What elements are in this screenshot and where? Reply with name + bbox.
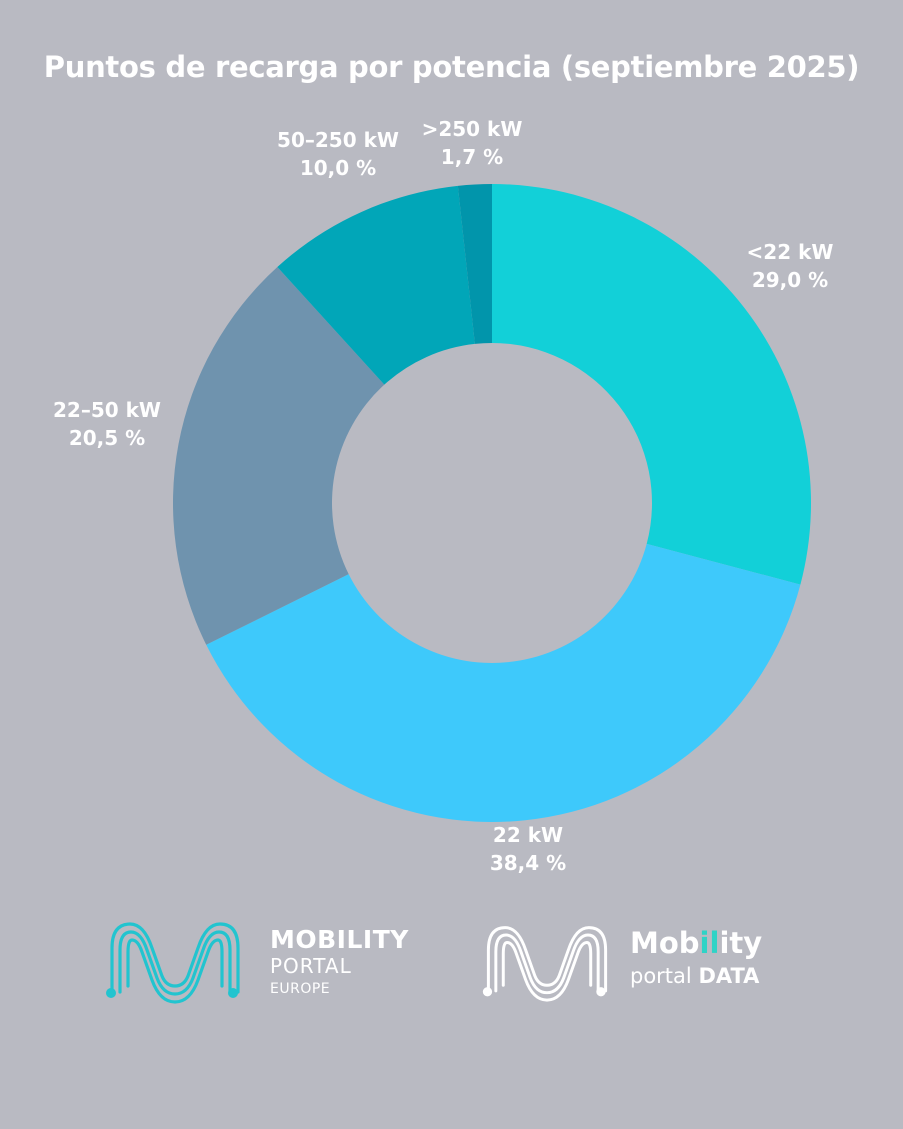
mobility-portal-data-logo-icon [482, 926, 608, 1002]
slice-category-label: 22 kW [493, 823, 563, 847]
slice-value-label: 1,7 % [441, 145, 503, 169]
slice-category-label: >250 kW [422, 117, 523, 141]
mobility-portal-europe-logo-icon [106, 922, 240, 1004]
mobility-portal-data-wordmark: Mobility [630, 926, 762, 960]
donut-slice [172, 267, 385, 645]
slice-category-label: <22 kW [747, 240, 834, 264]
mobility-portal-europe-line2: PORTAL [270, 954, 352, 978]
donut-slice [457, 184, 492, 344]
subline-part1: portal [630, 964, 699, 988]
wordmark-part1: Mob [630, 926, 700, 960]
slice-value-label: 29,0 % [752, 268, 828, 292]
donut-slice [492, 184, 811, 585]
donut-slice [277, 185, 475, 385]
mobility-portal-europe-line1: MOBILITY [270, 925, 409, 954]
donut-chart: <22 kW 29,0 % 22 kW 38,4 % 22–50 kW 20,5 % 50–… [53, 117, 834, 875]
wordmark-part2: ity [719, 926, 763, 960]
slice-category-label: 50–250 kW [277, 128, 399, 152]
slice-category-label: 22–50 kW [53, 398, 161, 422]
wordmark-highlight: il [699, 926, 720, 960]
subline-part2: DATA [698, 964, 760, 988]
slice-value-label: 10,0 % [300, 156, 376, 180]
donut-slice [206, 543, 801, 822]
slice-value-label: 20,5 % [69, 426, 145, 450]
mobility-portal-europe-line3: EUROPE [270, 981, 331, 997]
mobility-portal-data-subline: portal DATA [630, 964, 759, 988]
chart-title: Puntos de recarga por potencia (septiemb… [43, 50, 860, 84]
slice-value-label: 38,4 % [490, 851, 566, 875]
